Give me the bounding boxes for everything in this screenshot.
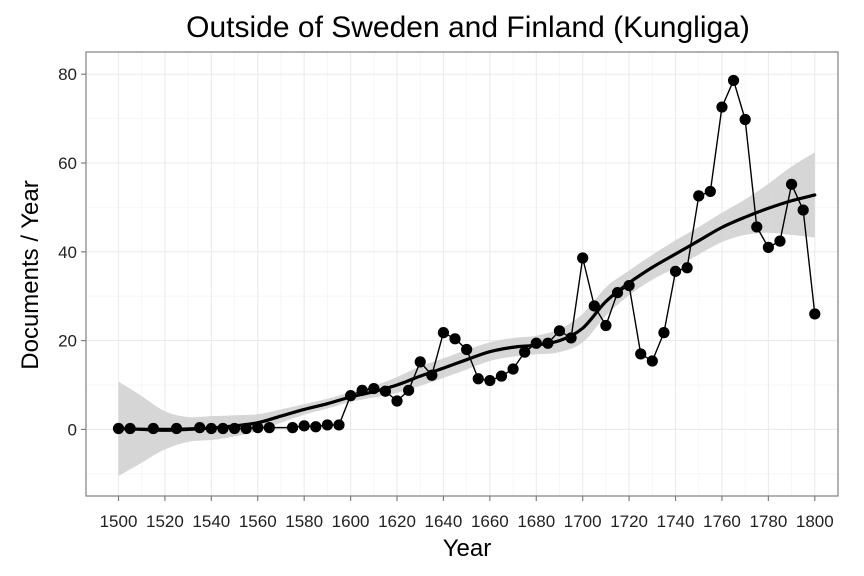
data-point xyxy=(635,348,647,360)
data-point xyxy=(611,287,624,299)
data-point xyxy=(669,265,682,277)
data-point xyxy=(344,390,357,402)
y-tick-label: 20 xyxy=(58,332,77,351)
data-point xyxy=(646,355,658,367)
x-tick-label: 1720 xyxy=(610,512,648,531)
data-point xyxy=(542,337,554,349)
data-point xyxy=(809,308,821,320)
data-point xyxy=(519,346,531,358)
data-point xyxy=(240,422,252,435)
data-point xyxy=(368,382,380,395)
x-tick-label: 1620 xyxy=(378,512,416,531)
data-point xyxy=(449,333,461,345)
data-point xyxy=(716,101,728,113)
x-tick-label: 1600 xyxy=(332,512,370,531)
x-tick-label: 1560 xyxy=(239,512,277,531)
data-point xyxy=(693,190,705,202)
data-point xyxy=(797,204,809,216)
data-point xyxy=(321,419,333,431)
data-points xyxy=(112,74,821,435)
x-tick-label: 1760 xyxy=(703,512,741,531)
y-axis: 0 20 40 60 80 xyxy=(58,65,86,439)
data-point xyxy=(112,422,125,435)
chart-title: Outside of Sweden and Finland (Kungliga) xyxy=(186,11,750,44)
data-point xyxy=(577,252,589,264)
x-tick-label: 1500 xyxy=(100,512,138,531)
data-point xyxy=(147,422,159,435)
data-point xyxy=(588,300,600,312)
data-point xyxy=(530,337,542,349)
data-point xyxy=(623,279,635,292)
data-point xyxy=(228,422,241,435)
data-point xyxy=(170,422,183,435)
data-point xyxy=(391,395,403,407)
data-point xyxy=(739,113,751,126)
x-tick-label: 1780 xyxy=(749,512,787,531)
y-axis-title: Documents / Year xyxy=(17,180,44,369)
panel xyxy=(85,51,839,497)
x-tick-label: 1700 xyxy=(564,512,602,531)
y-tick-label: 40 xyxy=(58,243,77,262)
data-point xyxy=(495,370,508,382)
x-tick-label: 1660 xyxy=(471,512,509,531)
data-point xyxy=(774,235,786,247)
data-point xyxy=(507,363,519,375)
x-tick-label: 1520 xyxy=(146,512,184,531)
data-point xyxy=(124,422,136,435)
data-point xyxy=(263,422,275,434)
x-tick-label: 1540 xyxy=(192,512,230,531)
x-tick-label: 1800 xyxy=(796,512,834,531)
data-point xyxy=(286,422,299,434)
x-axis: 1500 1520 1540 1560 1580 1600 1620 1640 1660 1680… xyxy=(100,496,834,531)
data-point xyxy=(437,327,450,339)
x-tick-label: 1640 xyxy=(425,512,463,531)
data-point xyxy=(600,319,612,332)
panel-border xyxy=(85,51,839,497)
data-point xyxy=(658,327,670,339)
data-point xyxy=(681,262,693,274)
data-point xyxy=(751,221,763,233)
y-tick-label: 0 xyxy=(68,420,77,439)
data-point xyxy=(298,420,310,432)
data-point xyxy=(461,343,473,356)
data-point xyxy=(414,356,426,368)
data-point xyxy=(727,74,740,87)
data-point xyxy=(553,325,566,337)
data-point xyxy=(205,422,217,435)
x-tick-label: 1580 xyxy=(285,512,323,531)
data-point xyxy=(484,374,496,387)
data-point xyxy=(333,419,345,431)
data-point xyxy=(762,241,774,253)
data-point xyxy=(565,332,577,344)
data-point xyxy=(472,373,484,385)
data-point xyxy=(217,422,229,435)
data-point xyxy=(252,422,264,434)
x-tick-label: 1680 xyxy=(517,512,555,531)
data-point xyxy=(310,421,322,433)
gridlines xyxy=(86,52,838,496)
data-point xyxy=(704,185,716,198)
data-point xyxy=(194,422,206,434)
x-axis-title: Year xyxy=(443,535,492,562)
x-tick-label: 1740 xyxy=(657,512,695,531)
data-point xyxy=(426,369,438,381)
data-point xyxy=(356,384,368,396)
y-tick-label: 80 xyxy=(58,65,77,84)
data-point xyxy=(379,385,392,397)
data-point xyxy=(785,178,798,190)
y-tick-label: 60 xyxy=(58,154,77,173)
data-point xyxy=(403,384,415,396)
